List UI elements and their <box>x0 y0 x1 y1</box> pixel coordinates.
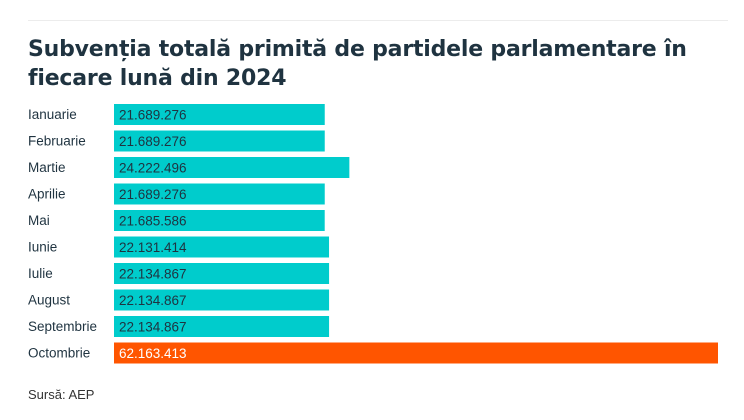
bar <box>114 316 330 337</box>
bar <box>114 130 325 152</box>
bar <box>114 342 718 364</box>
chart-title: Subvenția totală primită de partidele pa… <box>28 37 687 91</box>
category-label: Iunie <box>28 240 57 255</box>
bar <box>114 157 350 178</box>
value-label: 62.163.413 <box>119 346 187 361</box>
bar-chart: Ianuarie 21.689.276 Februarie 21.689.276 Mar… <box>28 104 718 364</box>
value-label: 22.134.867 <box>119 320 187 335</box>
bar <box>114 289 330 311</box>
value-label: 21.689.276 <box>119 108 187 123</box>
value-label: 22.134.867 <box>119 293 187 308</box>
bar <box>114 263 330 284</box>
category-label: Octombrie <box>28 346 90 361</box>
bar <box>114 236 330 258</box>
source-note: Sursă: AEP <box>28 387 95 402</box>
value-label: 21.689.276 <box>119 187 187 202</box>
value-label: 22.131.414 <box>119 240 187 255</box>
value-label: 21.685.586 <box>119 214 187 229</box>
category-label: Iulie <box>28 266 53 281</box>
bar <box>114 104 325 125</box>
value-label: 22.134.867 <box>119 267 187 282</box>
category-label: Aprilie <box>28 187 66 202</box>
value-label: 21.689.276 <box>119 134 187 149</box>
category-label: Mai <box>28 213 50 228</box>
chart-card: Subvenția totală primită de partidele pa… <box>28 20 728 411</box>
category-label: Martie <box>28 160 66 175</box>
category-label: Septembrie <box>28 319 97 334</box>
bar <box>114 183 325 205</box>
category-label: August <box>28 293 70 308</box>
bar <box>114 210 325 231</box>
category-label: Ianuarie <box>28 107 77 122</box>
value-label: 24.222.496 <box>119 161 187 176</box>
category-label: Februarie <box>28 134 86 149</box>
